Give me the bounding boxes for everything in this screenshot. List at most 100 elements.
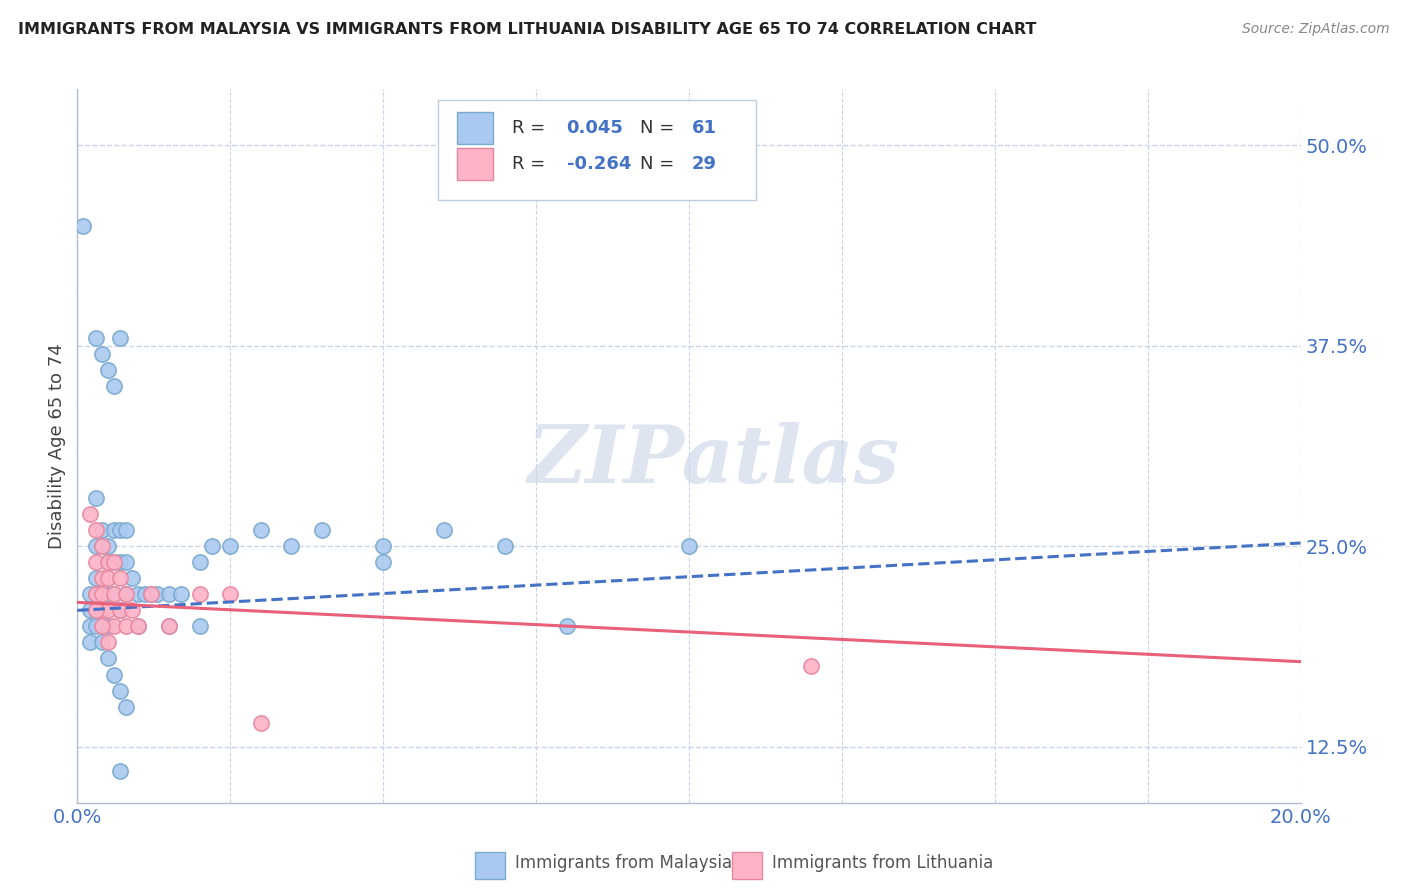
Point <box>84 619 107 633</box>
Point <box>84 571 107 585</box>
Text: N =: N = <box>640 155 681 173</box>
Point <box>115 555 138 569</box>
Point <box>84 587 107 601</box>
Point <box>157 619 180 633</box>
Point <box>495 539 517 553</box>
Point <box>84 331 107 345</box>
Point <box>97 587 120 601</box>
Point <box>90 603 112 617</box>
Text: Immigrants from Malaysia: Immigrants from Malaysia <box>515 855 733 872</box>
Point <box>84 587 107 601</box>
Point <box>201 539 224 553</box>
Point <box>103 587 125 601</box>
Text: Source: ZipAtlas.com: Source: ZipAtlas.com <box>1241 22 1389 37</box>
Point <box>311 523 333 537</box>
Point <box>127 587 149 601</box>
Text: R =: R = <box>512 119 551 136</box>
Point <box>97 571 120 585</box>
Point <box>103 379 125 393</box>
Point <box>115 619 138 633</box>
Point <box>97 539 120 553</box>
Point <box>146 587 169 601</box>
Point <box>433 523 456 537</box>
Point <box>84 555 107 569</box>
Point <box>188 619 211 633</box>
Point <box>84 603 107 617</box>
Text: -0.264: -0.264 <box>567 155 631 173</box>
Point <box>84 603 107 617</box>
Point <box>157 587 180 601</box>
Point <box>79 635 101 649</box>
Point <box>90 347 112 361</box>
Point <box>127 619 149 633</box>
Point <box>97 363 120 377</box>
Point <box>250 715 273 730</box>
Point <box>103 555 125 569</box>
Point <box>121 571 143 585</box>
Point <box>84 491 107 505</box>
Point <box>108 571 131 585</box>
Point <box>108 764 131 778</box>
Text: IMMIGRANTS FROM MALAYSIA VS IMMIGRANTS FROM LITHUANIA DISABILITY AGE 65 TO 74 CO: IMMIGRANTS FROM MALAYSIA VS IMMIGRANTS F… <box>18 22 1036 37</box>
Point <box>800 659 823 673</box>
Point <box>79 619 101 633</box>
Text: Immigrants from Lithuania: Immigrants from Lithuania <box>772 855 994 872</box>
Point <box>371 539 394 553</box>
Text: 0.045: 0.045 <box>567 119 623 136</box>
Text: 29: 29 <box>692 155 717 173</box>
Y-axis label: Disability Age 65 to 74: Disability Age 65 to 74 <box>48 343 66 549</box>
Point <box>115 587 138 601</box>
Point <box>115 587 138 601</box>
Point <box>97 555 120 569</box>
Text: ZIPatlas: ZIPatlas <box>527 422 900 499</box>
Point <box>90 635 112 649</box>
Point <box>90 587 112 601</box>
Point <box>97 635 120 649</box>
Point <box>115 699 138 714</box>
Point <box>108 523 131 537</box>
Point <box>108 683 131 698</box>
Point <box>371 555 394 569</box>
Point <box>678 539 700 553</box>
Point <box>170 587 193 601</box>
Point <box>84 539 107 553</box>
Point <box>97 619 120 633</box>
Point <box>108 555 131 569</box>
Point <box>97 603 120 617</box>
Point <box>108 603 131 617</box>
Point <box>108 331 131 345</box>
Point <box>90 539 112 553</box>
Point <box>139 587 162 601</box>
Point <box>103 619 125 633</box>
Point <box>84 523 107 537</box>
Point <box>103 587 125 601</box>
FancyBboxPatch shape <box>475 852 506 880</box>
Point <box>280 539 302 553</box>
Point <box>103 523 125 537</box>
Point <box>90 539 112 553</box>
Point <box>115 523 138 537</box>
Point <box>72 219 94 233</box>
Point <box>219 539 242 553</box>
Text: R =: R = <box>512 155 551 173</box>
Point <box>90 523 112 537</box>
Point <box>103 667 125 681</box>
Point <box>103 555 125 569</box>
FancyBboxPatch shape <box>439 100 756 200</box>
FancyBboxPatch shape <box>457 112 494 144</box>
Point <box>79 603 101 617</box>
Point <box>90 587 112 601</box>
Point <box>555 619 578 633</box>
Point <box>97 651 120 665</box>
Point <box>90 603 112 617</box>
Point <box>90 571 112 585</box>
Text: 61: 61 <box>692 119 717 136</box>
Point <box>188 555 211 569</box>
Point <box>108 603 131 617</box>
Point <box>134 587 156 601</box>
FancyBboxPatch shape <box>457 148 494 180</box>
Point <box>139 587 162 601</box>
Point <box>90 619 112 633</box>
Point <box>157 619 180 633</box>
Point <box>250 523 273 537</box>
